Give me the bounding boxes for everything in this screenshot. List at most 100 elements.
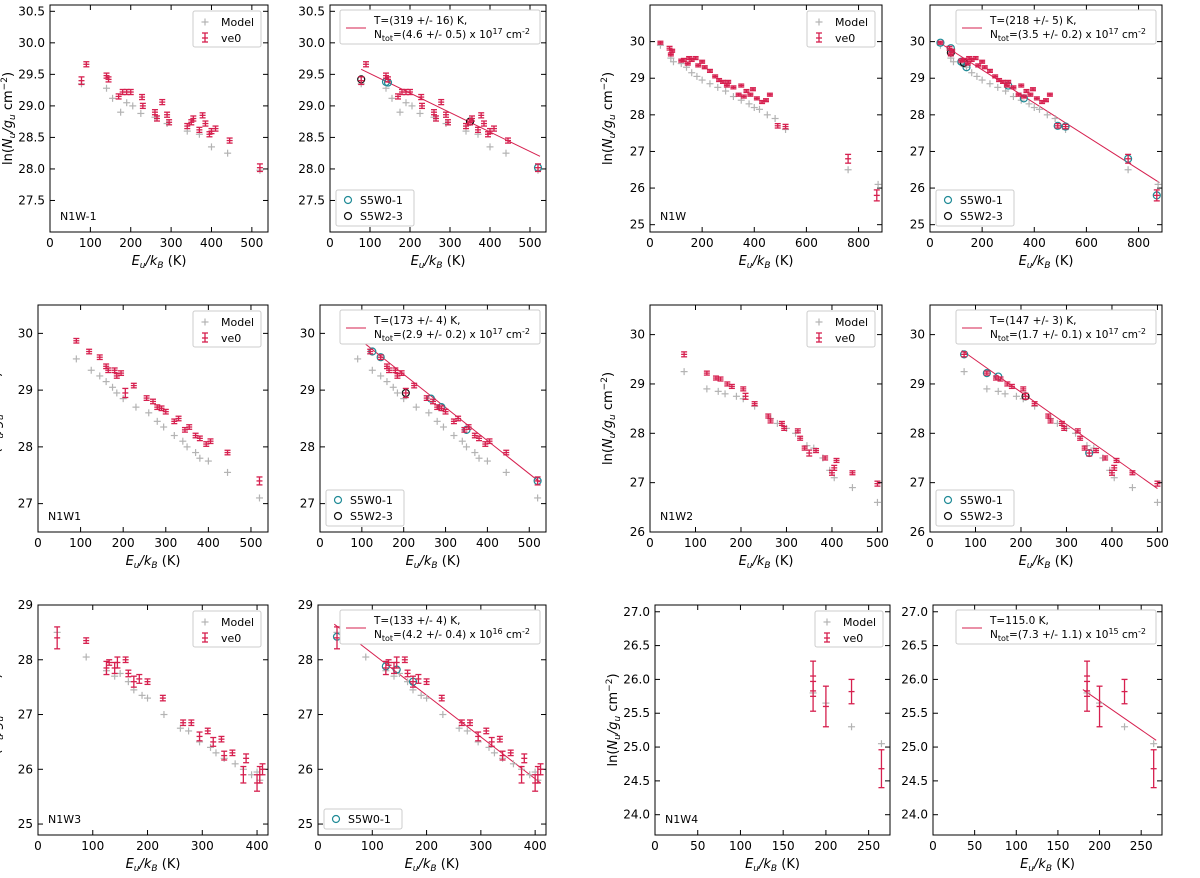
legend-box	[192, 310, 262, 348]
legend-s5w0-1-label: S5W0-1	[360, 194, 403, 207]
source-label: N1W1	[48, 510, 81, 523]
legend-model-label: Model	[843, 616, 876, 629]
source-label: N1W2	[660, 510, 693, 523]
fit-temperature-label: T=(147 +/- 3) K,	[989, 315, 1077, 327]
component-legend-box	[325, 489, 405, 527]
legend-obs-label: ve0	[221, 332, 241, 345]
x-tick-label: 100	[729, 839, 752, 853]
legend-box	[806, 10, 876, 48]
component-legend-box	[935, 489, 1015, 527]
plot-frame	[929, 304, 1163, 533]
y-tick-label: 27.5	[18, 193, 45, 207]
panel-1: 0 100 200 300 400 500 27.5 28.0 28.5 29.0 29.5 30.0…	[0, 4, 269, 271]
s5w0-1-marker	[1061, 122, 1070, 131]
x-axis-label: Eu/kB (K)	[1020, 857, 1075, 874]
plot-frame	[329, 4, 547, 233]
y-tick-label: 26.0	[623, 672, 650, 686]
x-tick-label: 200	[399, 236, 422, 250]
x-tick-label: 300	[439, 236, 462, 250]
y-tick-label: 30	[300, 326, 315, 340]
y-tick-label: 29.0	[18, 99, 45, 113]
x-tick-label: 250	[1130, 839, 1153, 853]
legend-s5w0-1-marker	[333, 495, 343, 505]
fit-column-density-label: Ntot=(4.2 +/- 0.4) x 1016 cm-2	[374, 627, 530, 643]
x-tick-label: 300	[160, 236, 183, 250]
fit-column-density-label: Ntot=(1.7 +/- 0.1) x 1017 cm-2	[990, 327, 1146, 343]
x-tick-label: 400	[1023, 236, 1046, 250]
x-tick-label: 200	[415, 839, 438, 853]
fit-legend-box	[955, 9, 1157, 45]
x-tick-label: 200	[971, 236, 994, 250]
fit-line	[357, 337, 541, 483]
x-tick-label: 400	[200, 236, 223, 250]
x-tick-label: 100	[684, 536, 707, 550]
y-tick-label: 26	[630, 181, 645, 195]
legend-box	[814, 610, 884, 648]
y-tick-label: 28	[300, 440, 315, 454]
x-tick-label: 400	[479, 236, 502, 250]
x-tick-label: 300	[775, 536, 798, 550]
y-axis-label: ln(Nu/gu cm−2)	[0, 673, 6, 766]
y-tick-label: 29.5	[18, 67, 45, 81]
y-tick-label: 25.5	[901, 706, 928, 720]
x-tick-label: 600	[795, 236, 818, 250]
y-tick-label: 30.5	[18, 4, 45, 18]
plot-frame	[37, 604, 269, 836]
x-tick-label: 0	[46, 236, 54, 250]
y-tick-label: 29.5	[298, 67, 325, 81]
panel-12: 0 50 100 150 200 250 24.0 24.5 25.0 25.5 26.0 26.5 2…	[901, 604, 1163, 874]
source-label: N1W3	[48, 813, 81, 826]
legend-box	[806, 310, 876, 348]
x-tick-label: 200	[1088, 839, 1111, 853]
y-tick-label: 26.5	[901, 639, 928, 653]
x-tick-label: 500	[866, 536, 889, 550]
component-legend-box	[323, 808, 403, 830]
fit-line	[937, 41, 1160, 183]
legend-obs-label: ve0	[221, 32, 241, 45]
y-tick-label: 28	[910, 108, 925, 122]
y-tick-label: 29	[910, 377, 925, 391]
legend-s5w0-1-marker	[943, 195, 953, 205]
x-tick-label: 500	[240, 236, 263, 250]
x-tick-label: 400	[1101, 536, 1124, 550]
y-tick-label: 30	[630, 35, 645, 49]
x-tick-label: 400	[524, 839, 547, 853]
fit-legend-box	[955, 609, 1157, 645]
y-tick-label: 29	[300, 383, 315, 397]
plot-frame	[929, 4, 1163, 233]
fit-line	[333, 623, 541, 784]
panel-5: 0 100 200 300 400 500 27 28 29 30 Eu/kB (K) ln(Nu/g…	[0, 304, 269, 571]
panel-10: 0 100 200 300 400 25 26 27 28 29 Eu/kB (K) T=(133 +…	[298, 598, 547, 874]
legend-s5w2-3-marker	[333, 511, 343, 521]
legend-s5w2-3-marker	[943, 211, 953, 221]
y-tick-label: 30	[910, 328, 925, 342]
legend-obs-label: ve0	[221, 632, 241, 645]
x-tick-label: 300	[469, 839, 492, 853]
x-tick-label: 200	[136, 839, 159, 853]
y-tick-label: 29.0	[298, 99, 325, 113]
legend-s5w0-1-marker	[943, 495, 953, 505]
y-axis-label: ln(Nu/gu cm−2)	[600, 372, 618, 465]
y-tick-label: 27.0	[901, 605, 928, 619]
y-tick-label: 29	[630, 377, 645, 391]
s5w0-1-marker	[376, 353, 385, 362]
y-tick-label: 28	[298, 653, 313, 667]
x-tick-label: 250	[857, 839, 880, 853]
component-legend-box	[335, 189, 415, 227]
y-tick-label: 27.5	[298, 193, 325, 207]
plot-frame	[317, 604, 547, 836]
fit-temperature-label: T=(319 +/- 16) K,	[373, 15, 467, 27]
fit-temperature-label: T=(133 +/- 4) K,	[373, 615, 461, 627]
y-tick-label: 26	[18, 762, 33, 776]
s5w0-1-marker	[982, 369, 991, 378]
component-legend-box	[935, 189, 1015, 227]
x-tick-label: 300	[434, 536, 457, 550]
legend-s5w2-3-marker	[943, 511, 953, 521]
x-tick-label: 400	[246, 839, 269, 853]
y-tick-label: 27	[18, 497, 33, 511]
panel-8: 0 100 200 300 400 500 26 27 28 29 30 Eu/kB (K) T=(14…	[910, 304, 1169, 571]
y-tick-label: 28.0	[298, 162, 325, 176]
x-tick-label: 0	[926, 536, 934, 550]
plot-frame	[649, 4, 883, 233]
legend-s5w2-3-marker	[343, 211, 353, 221]
